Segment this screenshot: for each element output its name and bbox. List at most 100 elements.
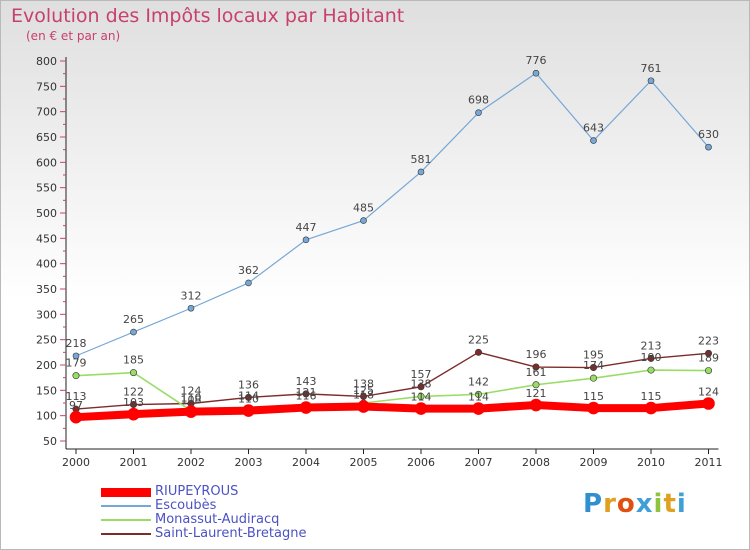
data-label: 362 bbox=[238, 264, 259, 277]
data-point bbox=[647, 366, 655, 374]
data-point bbox=[414, 402, 428, 415]
y-tick-label: 700 bbox=[36, 106, 57, 119]
data-label: 761 bbox=[641, 62, 662, 75]
logo-letter: i bbox=[653, 489, 664, 519]
legend-item: Monassut-Audiracq bbox=[101, 512, 361, 527]
data-label: 179 bbox=[66, 357, 87, 370]
data-label: 138 bbox=[411, 377, 432, 390]
legend-label: Escoubès bbox=[155, 498, 217, 513]
data-point bbox=[127, 407, 140, 421]
data-point bbox=[589, 364, 597, 372]
data-point bbox=[302, 390, 310, 398]
data-label: 189 bbox=[698, 352, 719, 365]
data-label: 312 bbox=[181, 289, 202, 302]
y-tick-label: 400 bbox=[36, 258, 57, 271]
data-label: 581 bbox=[411, 153, 432, 166]
data-label: 776 bbox=[526, 54, 547, 67]
data-label: 195 bbox=[583, 349, 604, 362]
data-label: 114 bbox=[238, 390, 259, 403]
data-label: 115 bbox=[641, 390, 662, 403]
data-point bbox=[130, 401, 138, 409]
y-tick-label: 450 bbox=[36, 232, 57, 245]
data-point bbox=[705, 143, 712, 151]
series-line-1 bbox=[75, 72, 710, 357]
logo-letter: x bbox=[635, 489, 654, 519]
y-tick-label: 300 bbox=[36, 308, 57, 321]
x-tick-label: 2005 bbox=[350, 456, 378, 469]
x-tick-label: 2003 bbox=[235, 456, 263, 469]
data-label: 190 bbox=[641, 351, 662, 364]
data-point bbox=[474, 348, 482, 356]
data-label: 157 bbox=[411, 368, 432, 381]
data-label: 125 bbox=[353, 384, 374, 397]
logo-letter: P bbox=[583, 489, 604, 519]
data-label: 138 bbox=[353, 377, 374, 390]
y-tick-label: 750 bbox=[36, 80, 57, 93]
data-label: 143 bbox=[296, 375, 317, 388]
legend-item: Saint-Laurent-Bretagne bbox=[101, 526, 361, 541]
legend-item: Escoubès bbox=[101, 498, 361, 513]
data-point bbox=[130, 328, 137, 336]
y-tick-label: 350 bbox=[36, 283, 57, 296]
data-label: 110 bbox=[181, 392, 202, 405]
x-tick-label: 2010 bbox=[637, 456, 665, 469]
legend-swatch bbox=[101, 487, 151, 497]
data-point bbox=[472, 402, 485, 415]
data-point bbox=[245, 279, 252, 287]
data-point bbox=[417, 383, 425, 391]
data-label: 114 bbox=[468, 391, 489, 404]
data-label: 110 bbox=[238, 393, 259, 406]
data-label: 118 bbox=[353, 389, 374, 402]
data-point bbox=[357, 400, 370, 413]
data-point bbox=[187, 304, 195, 312]
y-tick-label: 550 bbox=[36, 182, 57, 195]
x-tick-label: 2011 bbox=[695, 456, 723, 469]
data-label: 213 bbox=[641, 339, 662, 352]
data-point bbox=[72, 352, 80, 360]
data-label: 136 bbox=[238, 378, 259, 391]
data-point bbox=[590, 137, 597, 144]
legend-label: RIUPEYROUS bbox=[155, 484, 239, 499]
data-point bbox=[69, 410, 83, 424]
data-point bbox=[72, 372, 80, 380]
data-label: 223 bbox=[698, 334, 719, 347]
legend-label: Saint-Laurent-Bretagne bbox=[155, 526, 307, 541]
logo-letter: r bbox=[603, 489, 617, 519]
chart-subtitle: (en € et par an) bbox=[26, 29, 121, 43]
data-point bbox=[245, 393, 253, 401]
series-line-3 bbox=[75, 351, 710, 410]
logo-letter: t bbox=[663, 489, 677, 519]
x-tick-label: 2004 bbox=[292, 456, 320, 469]
y-tick-label: 650 bbox=[36, 131, 57, 144]
data-point bbox=[184, 405, 198, 418]
data-label: 121 bbox=[296, 386, 317, 399]
data-label: 161 bbox=[526, 366, 547, 379]
chart-title: Evolution des Impôts locaux par Habitant bbox=[11, 5, 405, 27]
legend-item: RIUPEYROUS bbox=[101, 484, 361, 499]
series-line-0 bbox=[72, 399, 713, 422]
data-point bbox=[587, 401, 600, 415]
data-point bbox=[532, 363, 540, 371]
data-label: 643 bbox=[583, 122, 604, 135]
data-point bbox=[242, 404, 255, 417]
y-tick-label: 50 bbox=[43, 435, 57, 448]
x-tick-label: 2002 bbox=[177, 456, 205, 469]
data-label: 122 bbox=[123, 386, 144, 399]
data-point bbox=[360, 217, 367, 224]
y-tick-label: 100 bbox=[36, 410, 57, 423]
data-point bbox=[475, 109, 482, 116]
data-label: 185 bbox=[123, 354, 144, 367]
data-label: 225 bbox=[468, 333, 489, 346]
data-point bbox=[644, 401, 658, 415]
data-point bbox=[130, 369, 138, 377]
data-point bbox=[532, 69, 540, 77]
data-point bbox=[704, 367, 712, 375]
data-point bbox=[299, 401, 313, 414]
data-label: 114 bbox=[411, 391, 432, 404]
data-point bbox=[532, 381, 540, 389]
data-label: 108 bbox=[181, 394, 202, 407]
data-label: 630 bbox=[698, 128, 719, 141]
legend: RIUPEYROUS Escoubès Monassut-Audiracq Saint… bbox=[101, 484, 361, 541]
data-label: 116 bbox=[296, 390, 317, 403]
